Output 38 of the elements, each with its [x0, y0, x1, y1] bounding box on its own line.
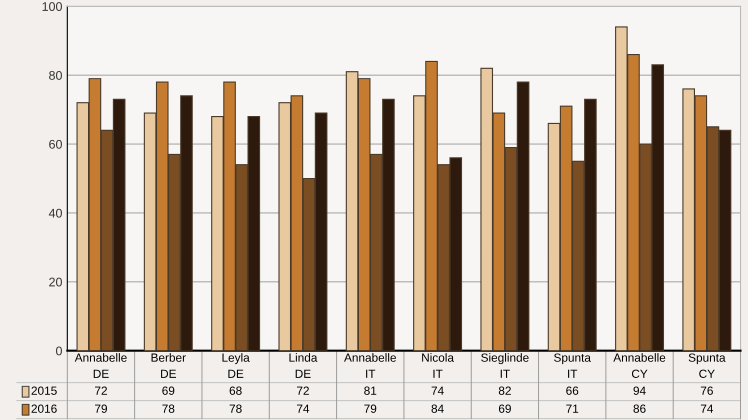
- data-label: 74: [296, 404, 310, 413]
- x-tick-label: Leyla DE: [222, 353, 250, 378]
- data-label: 74: [432, 386, 444, 395]
- data-label: 79: [95, 404, 107, 413]
- data-label: 78: [162, 404, 174, 413]
- x-tick-label: Annabelle IT: [344, 353, 396, 378]
- x-tick-label: Nicola IT: [422, 353, 454, 378]
- y-tick-label: 60: [49, 140, 62, 149]
- data-label: 72: [296, 386, 309, 395]
- data-label: 72: [95, 386, 107, 395]
- data-label: 71: [566, 404, 578, 413]
- data-label: 76: [700, 386, 713, 395]
- x-tick-label: Annabelle CY: [613, 353, 666, 378]
- x-tick-label: Annabelle DE: [74, 353, 127, 378]
- x-tick-label: Linda DE: [289, 353, 318, 378]
- y-tick-label: 0: [56, 346, 62, 356]
- data-label: 81: [364, 386, 376, 395]
- x-tick-label: Spunta IT: [554, 353, 591, 378]
- legend-label: 2016: [32, 404, 57, 413]
- data-label: 94: [634, 386, 646, 395]
- data-label: 78: [230, 404, 242, 413]
- x-tick-label: Berber DE: [152, 353, 186, 378]
- data-label: 84: [432, 404, 444, 413]
- x-tick-label: Sieglinde IT: [481, 353, 529, 378]
- data-label: 86: [633, 404, 646, 413]
- data-label: 82: [498, 386, 511, 395]
- legend-label: 2015: [32, 386, 57, 395]
- y-tick-label: 40: [48, 208, 62, 218]
- y-tick-label: 80: [49, 70, 62, 80]
- data-label: 68: [230, 386, 242, 395]
- data-label: 69: [498, 404, 511, 413]
- data-label: 74: [700, 404, 714, 413]
- x-tick-label: Spunta CY: [688, 353, 726, 378]
- y-tick-label: 100: [42, 2, 62, 11]
- y-tick-label: 20: [49, 278, 62, 286]
- data-label: 79: [364, 404, 376, 413]
- data-label: 66: [566, 386, 578, 395]
- data-label: 69: [162, 386, 174, 395]
